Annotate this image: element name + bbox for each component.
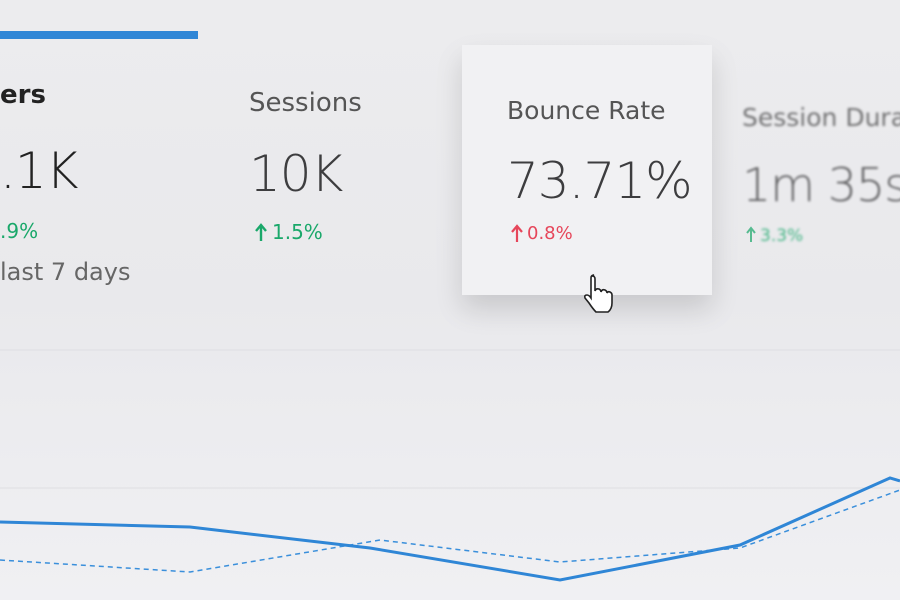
up-arrow	[255, 223, 267, 241]
metric-change: 3.3%	[760, 226, 804, 246]
active-tab-indicator	[0, 31, 198, 39]
metric-value: 73.71%	[507, 152, 693, 210]
metric-value: 1m 35s	[742, 158, 900, 212]
metric-label: Sessions	[249, 88, 362, 118]
metric-change: 1.5%	[272, 220, 323, 244]
metric-value: .1K	[0, 142, 78, 200]
trend-line	[0, 476, 900, 582]
metric-change: .9%	[0, 219, 39, 243]
metric-label: ers	[0, 80, 46, 110]
metric-label: Bounce Rate	[507, 96, 666, 125]
metric-change: 0.8%	[527, 223, 573, 244]
comparison-line	[0, 489, 900, 573]
bounce-rate-card-bg[interactable]	[462, 45, 712, 295]
up-arrow	[511, 224, 523, 242]
metric-label: Session Duratio	[742, 103, 900, 132]
metric-value: 10K	[249, 145, 343, 203]
hand-cursor	[583, 274, 613, 313]
metric-period: last 7 days	[0, 258, 131, 286]
up-arrow	[746, 226, 756, 242]
